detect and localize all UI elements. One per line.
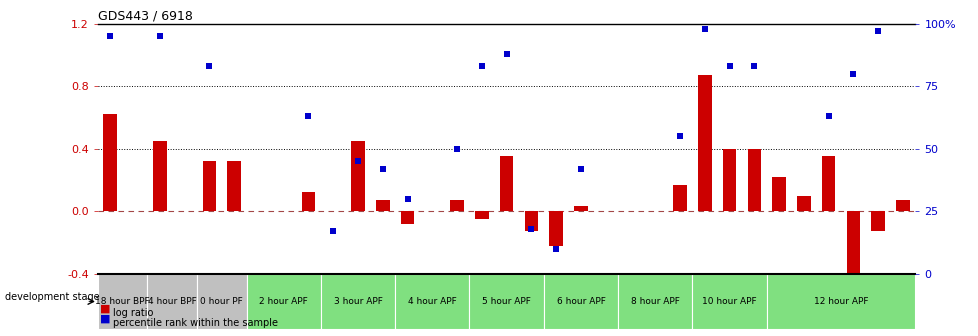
Text: 6 hour APF: 6 hour APF xyxy=(556,297,604,306)
Bar xyxy=(573,206,587,211)
Bar xyxy=(450,200,464,211)
Bar xyxy=(691,274,766,329)
Bar xyxy=(870,211,884,232)
Bar xyxy=(846,211,860,297)
Text: 8 hour APF: 8 hour APF xyxy=(630,297,679,306)
Bar xyxy=(301,193,315,211)
Text: development stage: development stage xyxy=(5,292,100,302)
Text: 4 hour APF: 4 hour APF xyxy=(408,297,456,306)
Bar xyxy=(227,161,241,211)
Bar xyxy=(524,211,538,232)
Bar xyxy=(148,274,197,329)
Bar xyxy=(351,141,365,211)
Text: 5 hour APF: 5 hour APF xyxy=(482,297,530,306)
Bar xyxy=(321,274,395,329)
Bar xyxy=(722,149,735,211)
Bar xyxy=(673,184,687,211)
Text: 10 hour APF: 10 hour APF xyxy=(701,297,756,306)
Bar xyxy=(376,200,389,211)
Text: 3 hour APF: 3 hour APF xyxy=(333,297,382,306)
Text: percentile rank within the sample: percentile rank within the sample xyxy=(112,318,278,328)
Bar xyxy=(796,196,810,211)
Text: 18 hour BPF: 18 hour BPF xyxy=(95,297,150,306)
Bar xyxy=(500,157,512,211)
Bar xyxy=(395,274,469,329)
Bar xyxy=(895,200,909,211)
Bar xyxy=(474,211,488,219)
Bar xyxy=(98,274,148,329)
Bar xyxy=(549,211,562,246)
Bar xyxy=(197,274,246,329)
Text: ■: ■ xyxy=(100,314,111,324)
Text: log ratio: log ratio xyxy=(112,308,153,318)
Bar xyxy=(104,114,117,211)
Bar xyxy=(772,177,785,211)
Text: 2 hour APF: 2 hour APF xyxy=(259,297,308,306)
Text: 0 hour PF: 0 hour PF xyxy=(200,297,243,306)
Bar xyxy=(400,211,414,224)
Bar xyxy=(617,274,691,329)
Text: ■: ■ xyxy=(100,304,111,314)
Text: 4 hour BPF: 4 hour BPF xyxy=(148,297,197,306)
Bar xyxy=(697,75,711,211)
Bar xyxy=(821,157,834,211)
Bar xyxy=(747,149,760,211)
Bar xyxy=(202,161,216,211)
Bar xyxy=(766,274,914,329)
Text: GDS443 / 6918: GDS443 / 6918 xyxy=(98,9,193,23)
Bar xyxy=(153,141,166,211)
Bar xyxy=(543,274,617,329)
Text: 12 hour APF: 12 hour APF xyxy=(813,297,867,306)
Bar xyxy=(246,274,321,329)
Bar xyxy=(469,274,543,329)
